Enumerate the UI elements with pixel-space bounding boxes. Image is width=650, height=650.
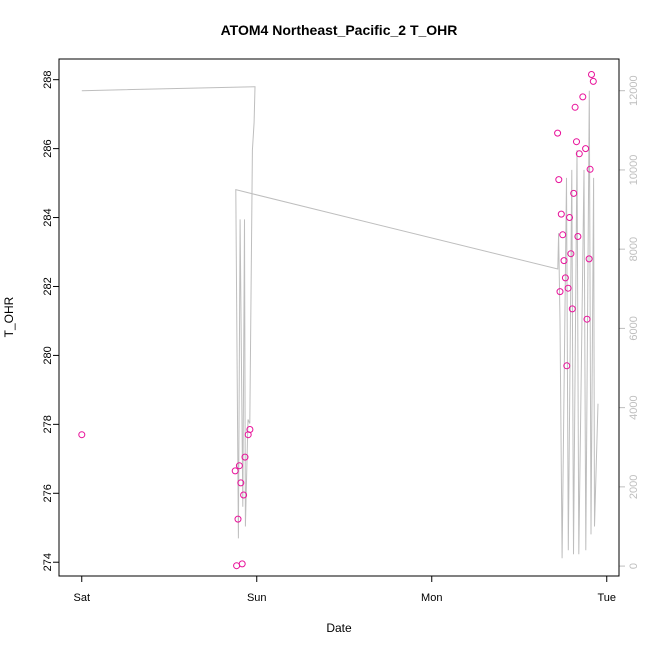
data-point-8 xyxy=(241,453,249,461)
y-axis-label: T_OHR xyxy=(2,296,16,337)
data-point-32 xyxy=(586,165,594,173)
data-point-10 xyxy=(246,426,254,433)
data-point-4 xyxy=(235,462,243,470)
data-point-31 xyxy=(585,255,593,263)
y2-tick-label-2: 4000 xyxy=(628,395,640,419)
data-point-21 xyxy=(567,250,575,258)
x-tick-label-2: Mon xyxy=(421,592,442,604)
data-point-30 xyxy=(583,315,591,323)
data-point-7 xyxy=(240,491,248,499)
y-tick-label-2: 278 xyxy=(42,415,54,433)
data-point-29 xyxy=(582,145,590,153)
y-tick-label-0: 274 xyxy=(42,553,54,571)
data-point-33 xyxy=(588,71,595,78)
data-point-25 xyxy=(573,138,580,146)
x-axis-label: Date xyxy=(326,621,352,635)
y2-tick-label-6: 12000 xyxy=(628,75,640,106)
data-point-6 xyxy=(238,560,246,568)
plot-frame xyxy=(58,58,620,577)
y2-tick-label-0: 0 xyxy=(628,563,640,569)
data-point-2 xyxy=(233,562,241,570)
points-layer xyxy=(78,71,597,570)
data-point-34 xyxy=(589,77,597,85)
data-point-3 xyxy=(234,515,242,523)
y2-tick-label-5: 10000 xyxy=(628,155,640,186)
data-point-28 xyxy=(579,93,587,101)
data-point-23 xyxy=(570,189,578,197)
data-point-26 xyxy=(574,233,582,240)
y-tick-label-5: 284 xyxy=(42,208,54,226)
data-point-19 xyxy=(564,284,572,292)
x-tick-label-0: Sat xyxy=(73,592,90,604)
chart-title: ATOM4 Northeast_Pacific_2 T_OHR xyxy=(221,22,458,38)
y-tick-label-4: 282 xyxy=(42,277,54,295)
y2-tick-label-3: 6000 xyxy=(628,316,640,340)
data-point-11 xyxy=(554,129,562,137)
y2-tick-label-1: 2000 xyxy=(628,475,640,499)
data-point-1 xyxy=(231,467,239,475)
data-point-20 xyxy=(566,214,573,221)
data-point-0 xyxy=(78,431,86,439)
data-point-27 xyxy=(575,150,583,158)
data-point-14 xyxy=(557,210,565,218)
data-point-15 xyxy=(559,231,567,239)
data-point-13 xyxy=(556,288,564,296)
data-point-17 xyxy=(561,274,569,282)
data-point-22 xyxy=(568,305,576,313)
x-tick-label-3: Tue xyxy=(597,592,616,604)
y2-tick-label-4: 8000 xyxy=(628,237,640,261)
y-tick-label-6: 286 xyxy=(42,139,54,157)
y-tick-label-7: 288 xyxy=(42,71,54,89)
axes-layer: 274 276 278 280 282 284 286 288 0 2000 4000 6000 800… xyxy=(42,71,640,604)
right-series-line xyxy=(81,86,599,559)
data-point-5 xyxy=(237,479,245,487)
data-point-12 xyxy=(555,176,563,184)
x-tick-label-1: Sun xyxy=(247,592,267,604)
y-tick-label-3: 280 xyxy=(42,346,54,364)
data-point-18 xyxy=(563,362,571,370)
data-point-16 xyxy=(560,257,568,265)
y-tick-label-1: 276 xyxy=(42,484,54,502)
data-point-24 xyxy=(571,103,579,111)
right-series-layer xyxy=(81,86,599,559)
